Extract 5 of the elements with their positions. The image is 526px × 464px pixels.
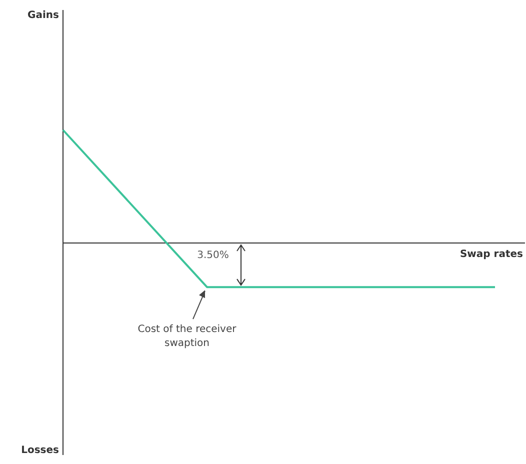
annotation: 3.50% — [197, 250, 229, 261]
text: Gains — [28, 10, 60, 21]
x-axis-title: Swap rates — [460, 249, 524, 260]
text: Cost of the receiver swaption — [138, 324, 238, 350]
text: Losses — [21, 445, 60, 456]
